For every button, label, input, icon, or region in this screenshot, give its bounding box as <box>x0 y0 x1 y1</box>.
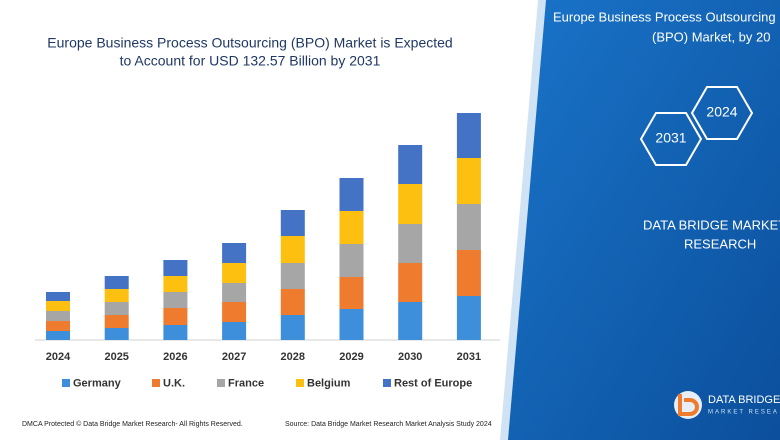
hexagon-label: 2024 <box>706 104 737 120</box>
bar-segment <box>104 289 129 302</box>
x-tick-label: 2024 <box>46 351 71 363</box>
legend-swatch <box>217 379 225 387</box>
side-panel <box>508 0 780 440</box>
legend-label: Belgium <box>307 377 351 389</box>
bar-segment <box>280 210 305 236</box>
logo-mark <box>678 394 699 416</box>
bar-segment <box>398 224 423 263</box>
x-tick-label: 2025 <box>104 351 128 363</box>
logo-subtext: MARKET RESEA <box>708 410 779 416</box>
x-tick-label: 2028 <box>281 351 305 363</box>
bar-segment <box>339 244 364 277</box>
bar-segment <box>280 263 305 289</box>
legend-label: U.K. <box>163 377 185 389</box>
bar-segment <box>222 263 247 283</box>
chart-title: Europe Business Process Outsourcing (BPO… <box>47 35 452 51</box>
bar-segment <box>339 277 364 309</box>
footer-right: Source: Data Bridge Market Research Mark… <box>285 421 492 428</box>
bar-segment <box>398 263 423 302</box>
bar-segment <box>222 302 247 322</box>
bar-segment <box>398 184 423 224</box>
hexagon-label: 2031 <box>655 130 686 146</box>
bar-segment <box>104 302 129 315</box>
bar-segment <box>339 211 364 244</box>
hexagon <box>639 112 703 166</box>
bar-segment <box>222 322 247 340</box>
bar-segment <box>46 301 70 311</box>
panel-title: (BPO) Market, by 20 <box>652 29 770 44</box>
chart-title: to Account for USD 132.57 Billion by 203… <box>120 53 381 69</box>
legend-swatch <box>152 379 160 387</box>
legend-swatch <box>62 379 70 387</box>
bar-segment <box>280 236 305 263</box>
bar-segment <box>104 276 129 289</box>
bar-segment <box>280 289 305 315</box>
bar-segment <box>46 331 70 340</box>
bar-segment <box>456 296 481 340</box>
bar-segment <box>339 309 364 340</box>
bar-segment <box>398 145 423 184</box>
footer-left: DMCA Protected © Data Bridge Market Rese… <box>22 420 243 428</box>
bar-segment <box>222 243 247 263</box>
bar-segment <box>163 308 188 325</box>
bar-segment <box>456 113 481 158</box>
x-tick-label: 2026 <box>163 351 187 363</box>
bar-segment <box>163 276 188 292</box>
hexagon <box>690 86 754 140</box>
brand-text: RESEARCH <box>684 236 756 251</box>
bar-segment <box>104 328 129 340</box>
bar-segment <box>46 292 70 301</box>
legend-label: Germany <box>73 377 122 389</box>
legend-label: France <box>228 377 264 389</box>
bar-segment <box>456 204 481 250</box>
panel-title: Europe Business Process Outsourcing <box>553 9 776 24</box>
bar-segment <box>163 325 188 340</box>
legend-swatch <box>296 379 304 387</box>
x-tick-label: 2029 <box>339 351 363 363</box>
bar-segment <box>456 158 481 204</box>
x-tick-label: 2030 <box>398 351 422 363</box>
bar-segment <box>104 315 129 328</box>
bar-segment <box>280 315 305 340</box>
legend-swatch <box>383 379 391 387</box>
bar-segment <box>163 260 188 276</box>
x-tick-label: 2027 <box>222 351 246 363</box>
x-tick-label: 2031 <box>457 351 481 363</box>
bar-segment <box>46 321 70 331</box>
bar-segment <box>163 292 188 308</box>
brand-text: DATA BRIDGE MARKET <box>643 217 780 232</box>
bar-segment <box>339 178 364 211</box>
bar-segment <box>46 311 70 321</box>
logo-text: DATA BRIDGE <box>708 394 780 406</box>
bar-segment <box>398 302 423 340</box>
bar-segment <box>222 283 247 302</box>
legend-label: Rest of Europe <box>394 377 472 389</box>
bar-segment <box>456 250 481 296</box>
